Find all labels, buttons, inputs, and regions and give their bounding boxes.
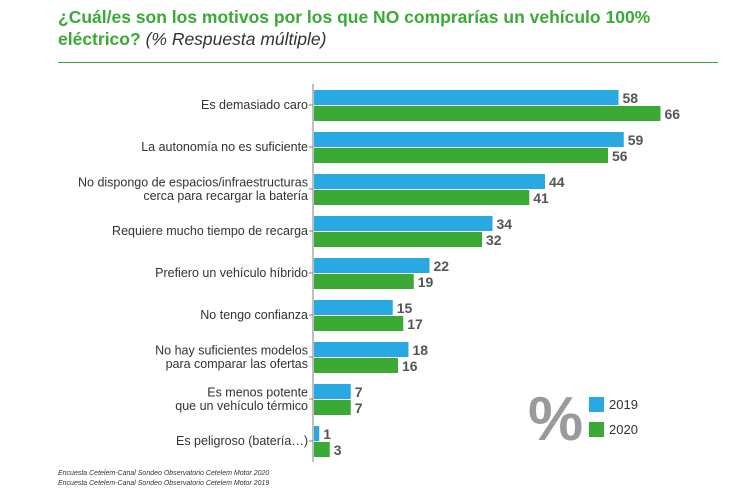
bar-2019 [314, 174, 545, 189]
bar-2020 [314, 400, 351, 415]
value-label-2019: 15 [397, 300, 413, 316]
value-label-2020: 56 [612, 148, 628, 164]
category-label-line: Es peligroso (batería…) [176, 434, 308, 448]
category-label: Es peligroso (batería…) [176, 434, 308, 448]
value-label-2019: 22 [434, 258, 450, 274]
value-label-2019: 1 [323, 426, 331, 442]
category-label: Es demasiado caro [201, 98, 308, 112]
category-label: No hay suficientes modelos para comparar … [155, 343, 308, 371]
bar-2020 [314, 442, 330, 457]
bar-2019 [314, 342, 409, 357]
bar-2019 [314, 216, 493, 231]
chart-title-main: ¿Cuál/es son los motivos por los que NO … [58, 7, 651, 49]
value-label-2020: 19 [418, 274, 434, 290]
chart-title: ¿Cuál/es son los motivos por los que NO … [58, 6, 718, 50]
category-label-line: que un vehículo térmico [175, 399, 308, 413]
legend-swatch-2020 [589, 422, 604, 437]
category-label-line: para comparar las ofertas [166, 357, 308, 371]
category-label-line: Prefiero un vehículo híbrido [155, 266, 308, 280]
legend-label-2019: 2019 [609, 397, 638, 412]
category-label-line: No dispongo de espacios/infraestructuras [78, 175, 308, 189]
category-label-line: No hay suficientes modelos [155, 343, 308, 357]
category-label: No tengo confianza [200, 308, 308, 322]
bar-2020 [314, 148, 608, 163]
value-label-2020: 17 [407, 316, 423, 332]
bar-2019 [314, 426, 320, 441]
legend-swatch-2019 [589, 397, 604, 412]
category-label-line: No tengo confianza [200, 308, 308, 322]
category-label-line: cerca para recargar la batería [143, 189, 308, 203]
legend-label-2020: 2020 [609, 422, 638, 437]
value-label-2019: 7 [355, 384, 363, 400]
source-note-2020: Encuesta Cetelem-Canal Sondeo Observator… [58, 470, 270, 477]
bar-2020 [314, 358, 398, 373]
category-label: Es menos potente que un vehículo térmico [175, 385, 308, 413]
category-label: Prefiero un vehículo híbrido [155, 266, 308, 280]
source-note-2019: Encuesta Cetelem-Canal Sondeo Observator… [58, 480, 270, 487]
bar-2019 [314, 90, 619, 105]
bar-2020 [314, 274, 414, 289]
value-label-2020: 7 [355, 400, 363, 416]
category-label-line: Es demasiado caro [201, 98, 308, 112]
bar-2019 [314, 258, 430, 273]
bar-2019 [314, 300, 393, 315]
bar-2020 [314, 190, 530, 205]
bar-2019 [314, 384, 351, 399]
bar-2019 [314, 132, 624, 147]
category-label-line: Requiere mucho tiempo de recarga [112, 224, 308, 238]
value-label-2020: 3 [334, 442, 342, 458]
category-label: No dispongo de espacios/infraestructuras… [78, 175, 308, 203]
category-label: La autonomía no es suficiente [141, 140, 308, 154]
value-label-2019: 58 [623, 90, 639, 106]
chart-title-subtitle: (% Respuesta múltiple) [145, 29, 327, 49]
value-label-2020: 41 [533, 190, 549, 206]
percent-symbol: % [528, 385, 583, 454]
value-label-2019: 34 [497, 216, 513, 232]
bar-2020 [314, 232, 482, 247]
bar-2020 [314, 106, 661, 121]
title-divider [58, 62, 718, 63]
value-label-2020: 32 [486, 232, 502, 248]
value-label-2020: 16 [402, 358, 418, 374]
category-label: Requiere mucho tiempo de recarga [112, 224, 308, 238]
value-label-2020: 66 [665, 106, 681, 122]
bar-2020 [314, 316, 404, 331]
value-label-2019: 44 [549, 174, 565, 190]
category-label-line: Es menos potente [207, 385, 308, 399]
category-label-line: La autonomía no es suficiente [141, 140, 308, 154]
value-label-2019: 59 [628, 132, 644, 148]
value-label-2019: 18 [413, 342, 429, 358]
